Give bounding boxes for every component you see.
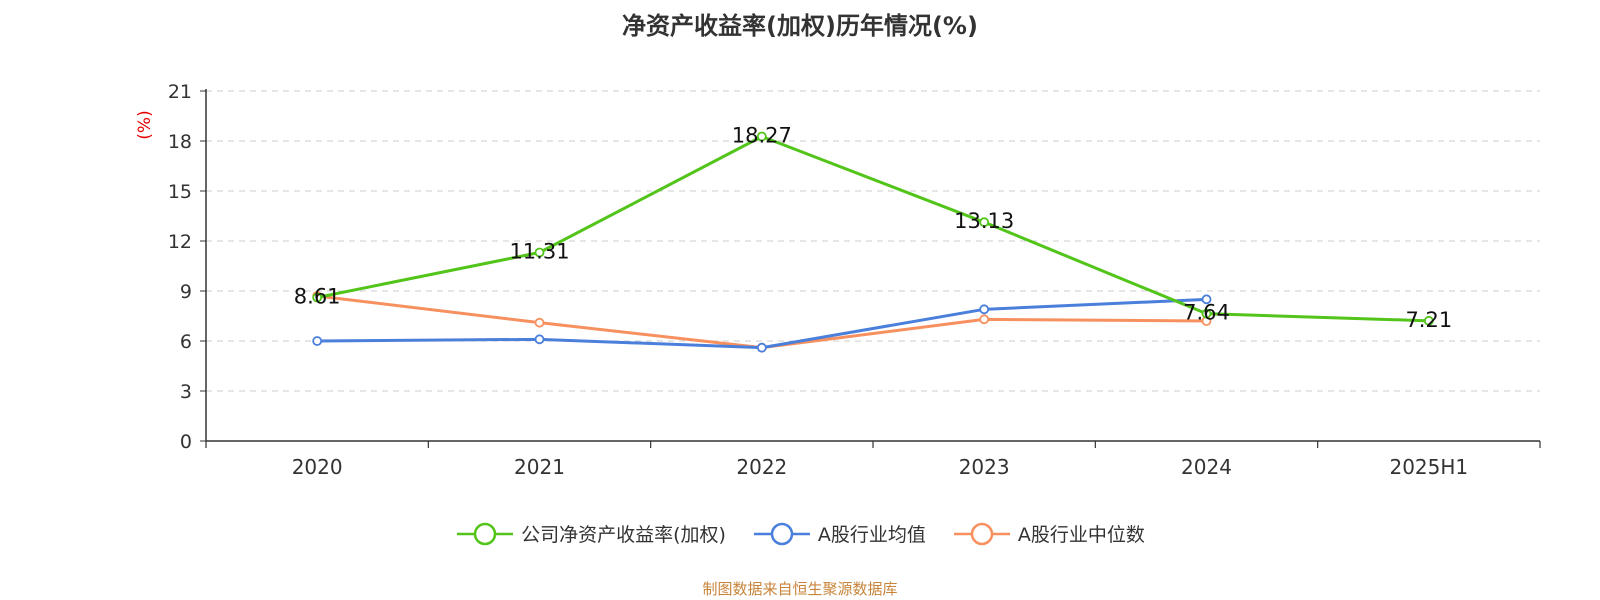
data-label: 13.13: [954, 209, 1014, 233]
series-line: [316, 135, 1429, 323]
y-tick-label: 21: [168, 81, 192, 103]
data-point: [312, 292, 323, 303]
data-label: 11.31: [509, 240, 569, 264]
data-point: [756, 131, 767, 142]
legend-marker-icon: [457, 522, 514, 545]
legend-item[interactable]: A股行业中位数: [952, 520, 1145, 547]
data-point: [534, 334, 545, 345]
y-tick-label: 9: [180, 281, 192, 303]
legend-label: A股行业均值: [817, 524, 926, 546]
legend-marker-icon: [953, 522, 1010, 545]
y-tick-label: 6: [180, 331, 192, 353]
data-point: [534, 317, 545, 328]
y-tick-label: 0: [180, 431, 192, 453]
y-tick-label: 15: [168, 181, 192, 203]
x-tick-label: 2020: [292, 455, 343, 479]
grid-lines: [206, 90, 1540, 392]
x-tick-label: 2025H1: [1389, 455, 1468, 479]
chart-title: 净资产收益率(加权)历年情况(%): [622, 12, 978, 40]
data-label: 18.27: [732, 124, 792, 148]
legend: 公司净资产收益率(加权) A股行业均值 A股行业中位数: [0, 520, 1600, 547]
data-point: [1423, 315, 1434, 326]
data-point: [979, 304, 990, 315]
data-point: [979, 314, 990, 325]
y-tick-label: 3: [180, 381, 192, 403]
data-point: [534, 247, 545, 258]
source-note: 制图数据来自恒生聚源数据库: [702, 580, 898, 598]
data-label: 7.64: [1183, 301, 1230, 325]
data-point: [1201, 294, 1212, 305]
series-line: [317, 297, 1207, 350]
data-point: [979, 217, 990, 228]
y-tick-label: 18: [168, 131, 192, 153]
data-point: [756, 342, 767, 353]
y-axis-label: (%): [135, 110, 155, 139]
legend-label: A股行业中位数: [1017, 524, 1145, 546]
x-tick-label: 2022: [736, 455, 787, 479]
x-tick-label: 2021: [514, 455, 565, 479]
y-tick-label: 12: [168, 231, 192, 253]
x-tick-label: 2023: [959, 455, 1010, 479]
legend-label: 公司净资产收益率(加权): [521, 524, 726, 546]
x-tick-label: 2024: [1181, 455, 1232, 479]
legend-item[interactable]: A股行业均值: [752, 520, 926, 547]
data-point: [312, 336, 323, 346]
series-lines: [312, 131, 1434, 353]
data-label: 8.61: [294, 285, 341, 309]
legend-marker-icon: [753, 522, 810, 545]
data-labels: 8.61 11.31 18.27 13.13 7.64 7.21: [294, 124, 1452, 332]
axes: 0 3 6 9 12 15 18 21 2020 2021 2022 2023 2024 2025H1 (%…: [135, 81, 1541, 479]
legend-item[interactable]: 公司净资产收益率(加权): [455, 520, 726, 547]
data-label: 7.21: [1405, 308, 1452, 332]
data-point: [1201, 308, 1212, 319]
